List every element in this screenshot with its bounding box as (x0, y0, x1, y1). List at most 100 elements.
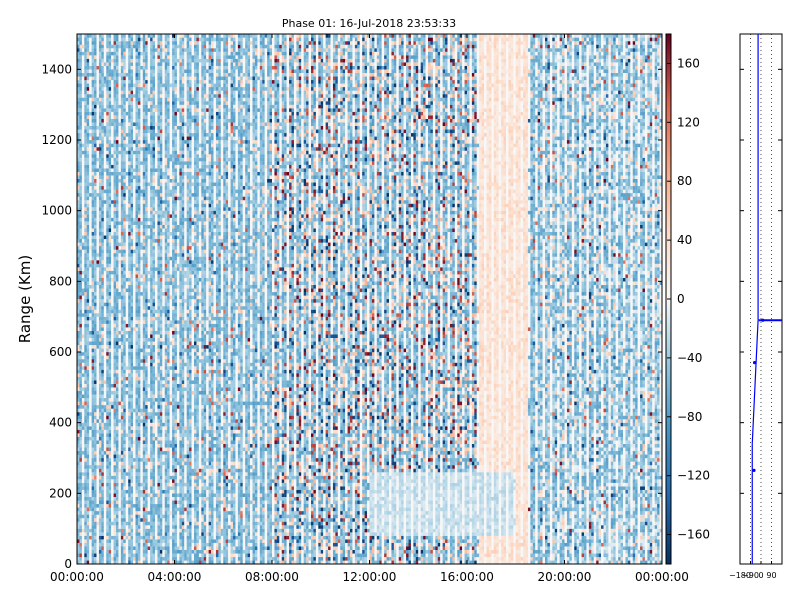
heatmap-cell (131, 168, 134, 172)
heatmap-cell (126, 83, 129, 87)
heatmap-cell (109, 80, 112, 84)
heatmap-cell (136, 469, 139, 473)
heatmap-cell (145, 232, 148, 236)
heatmap-cell (145, 529, 148, 533)
heatmap-cell (99, 469, 102, 473)
heatmap-cell (114, 437, 117, 441)
heatmap-cell (84, 41, 87, 45)
heatmap-cell (87, 437, 90, 441)
heatmap-cell (109, 48, 112, 52)
heatmap-cell (138, 151, 141, 155)
heatmap-cell (148, 359, 151, 363)
heatmap-cell (114, 430, 117, 434)
heatmap-cell (82, 341, 85, 345)
heatmap-cell (87, 409, 90, 413)
heatmap-cell (121, 158, 124, 162)
heatmap-cell (99, 310, 102, 314)
heatmap-cell (143, 356, 146, 360)
heatmap-cell (155, 412, 158, 416)
heatmap-cell (140, 186, 143, 190)
heatmap-cell (84, 497, 87, 501)
heatmap-cell (94, 476, 97, 480)
heatmap-cell (133, 126, 136, 130)
heatmap-cell (133, 447, 136, 451)
heatmap-cell (109, 59, 112, 63)
heatmap-cell (140, 363, 143, 367)
heatmap-cell (140, 235, 143, 239)
heatmap-cell (104, 45, 107, 49)
heatmap-cell (123, 105, 126, 109)
heatmap-cell (109, 221, 112, 225)
heatmap-cell (82, 363, 85, 367)
heatmap-cell (123, 359, 126, 363)
heatmap-cell (140, 430, 143, 434)
heatmap-cell (140, 444, 143, 448)
heatmap-cell (131, 62, 134, 66)
heatmap-cell (123, 242, 126, 246)
heatmap-cell (109, 147, 112, 151)
heatmap-cell (87, 242, 90, 246)
heatmap-cell (128, 522, 131, 526)
heatmap-cell (121, 465, 124, 469)
heatmap-cell (104, 490, 107, 494)
heatmap-cell (94, 69, 97, 73)
heatmap-cell (148, 292, 151, 296)
heatmap-cell (116, 264, 119, 268)
heatmap-cell (94, 73, 97, 77)
heatmap-cell (150, 242, 153, 246)
heatmap-cell (155, 193, 158, 197)
heatmap-cell (111, 412, 114, 416)
heatmap-cell (131, 525, 134, 529)
heatmap-cell (92, 161, 95, 165)
heatmap-cell (118, 394, 121, 398)
heatmap-cell (140, 472, 143, 476)
heatmap-cell (116, 525, 119, 529)
heatmap-cell (97, 387, 100, 391)
heatmap-cell (138, 94, 141, 98)
heatmap-cell (92, 235, 95, 239)
heatmap-cell (140, 66, 143, 70)
heatmap-cell (133, 532, 136, 536)
heatmap-cell (145, 235, 148, 239)
heatmap-cell (92, 101, 95, 105)
heatmap-cell (143, 458, 146, 462)
heatmap-cell (106, 101, 109, 105)
heatmap-cell (133, 334, 136, 338)
heatmap-cell (118, 59, 121, 63)
heatmap-cell (150, 338, 153, 342)
heatmap-cell (148, 218, 151, 222)
heatmap-cell (111, 394, 114, 398)
heatmap-cell (126, 161, 129, 165)
heatmap-cell (150, 228, 153, 232)
heatmap-cell (148, 518, 151, 522)
heatmap-cell (136, 83, 139, 87)
heatmap-cell (133, 288, 136, 292)
heatmap-cell (153, 193, 156, 197)
heatmap-cell (89, 522, 92, 526)
heatmap-cell (106, 235, 109, 239)
heatmap-cell (118, 444, 121, 448)
heatmap-cell (150, 472, 153, 476)
heatmap-cell (128, 401, 131, 405)
heatmap-cell (87, 486, 90, 490)
heatmap-cell (106, 292, 109, 296)
heatmap-cell (82, 235, 85, 239)
heatmap-cell (82, 158, 85, 162)
heatmap-cell (87, 221, 90, 225)
heatmap-cell (133, 274, 136, 278)
heatmap-cell (104, 73, 107, 77)
heatmap-cell (109, 228, 112, 232)
heatmap-cell (150, 260, 153, 264)
heatmap-cell (128, 387, 131, 391)
heatmap-cell (128, 380, 131, 384)
heatmap-cell (133, 356, 136, 360)
heatmap-cell (138, 377, 141, 381)
heatmap-cell (94, 281, 97, 285)
heatmap-cell (109, 497, 112, 501)
heatmap-cell (155, 356, 158, 360)
heatmap-cell (82, 356, 85, 360)
heatmap-cell (109, 437, 112, 441)
heatmap-cell (123, 447, 126, 451)
heatmap-cell (92, 115, 95, 119)
heatmap-cell (109, 73, 112, 77)
